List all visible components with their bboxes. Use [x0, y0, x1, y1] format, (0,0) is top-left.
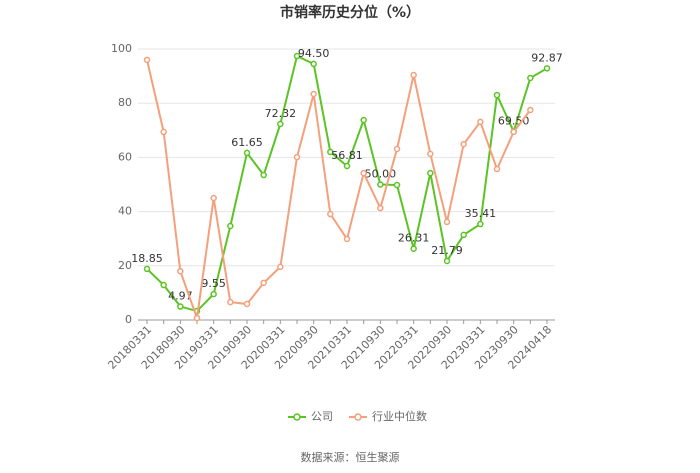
point [177, 267, 184, 275]
value-label: 18.85 [131, 252, 163, 265]
point [327, 148, 334, 156]
point [143, 265, 151, 273]
source: 数据来源：恒生聚源 [301, 450, 400, 464]
point [260, 171, 267, 179]
point [177, 303, 184, 310]
point [277, 120, 284, 128]
value-label: 21.79 [431, 244, 463, 257]
point [477, 118, 484, 126]
y-tick-label: 0 [125, 313, 132, 326]
point [393, 145, 401, 153]
value-label: 26.31 [398, 232, 430, 245]
point [293, 52, 301, 60]
point [393, 181, 401, 189]
point [410, 245, 417, 252]
point [460, 231, 467, 239]
legend-marker [354, 413, 362, 421]
point [343, 235, 351, 243]
y-tick-label: 20 [118, 259, 132, 272]
point [477, 220, 484, 228]
point [360, 116, 367, 124]
point [510, 128, 517, 136]
point [143, 56, 151, 64]
point [227, 298, 234, 306]
legend-label: 行业中位数 [372, 409, 427, 423]
point [427, 169, 434, 177]
point [443, 257, 451, 265]
value-label: 35.41 [465, 207, 497, 220]
point [193, 314, 201, 322]
y-tick-label: 100 [111, 42, 132, 55]
point [527, 74, 534, 82]
y-tick-label: 60 [118, 150, 132, 163]
series-line [146, 59, 532, 319]
point [310, 90, 317, 98]
point [410, 71, 417, 79]
point [277, 263, 284, 271]
value-label: 4.97 [168, 290, 193, 303]
point [227, 222, 234, 230]
point [160, 281, 167, 289]
point [443, 218, 451, 226]
point [160, 128, 167, 136]
value-label: 61.65 [231, 136, 263, 149]
value-label: 94.50 [298, 47, 330, 60]
chart-title: 市销率历史分位（%） [280, 4, 420, 21]
value-label: 72.32 [265, 107, 297, 120]
point [243, 300, 251, 308]
legend-label: 公司 [311, 410, 333, 423]
point [493, 165, 501, 173]
point [543, 65, 551, 72]
y-tick-label: 40 [118, 205, 132, 218]
point [210, 290, 217, 298]
point [377, 181, 384, 188]
point [293, 153, 301, 161]
legend-marker [293, 413, 301, 421]
y-tick-label: 80 [118, 96, 132, 109]
point [343, 162, 351, 170]
point [360, 169, 367, 177]
point [527, 106, 534, 114]
point [460, 140, 467, 148]
value-label: 9.55 [201, 277, 226, 290]
value-label: 56.81 [331, 149, 363, 162]
value-label: 69.50 [498, 115, 530, 128]
point [310, 60, 317, 68]
point [260, 279, 267, 287]
point [493, 91, 501, 99]
value-label: 92.87 [531, 51, 563, 64]
point [377, 204, 384, 212]
point [210, 194, 217, 202]
point [243, 149, 251, 157]
point [427, 150, 434, 158]
series-line [146, 54, 548, 313]
point [327, 210, 334, 218]
